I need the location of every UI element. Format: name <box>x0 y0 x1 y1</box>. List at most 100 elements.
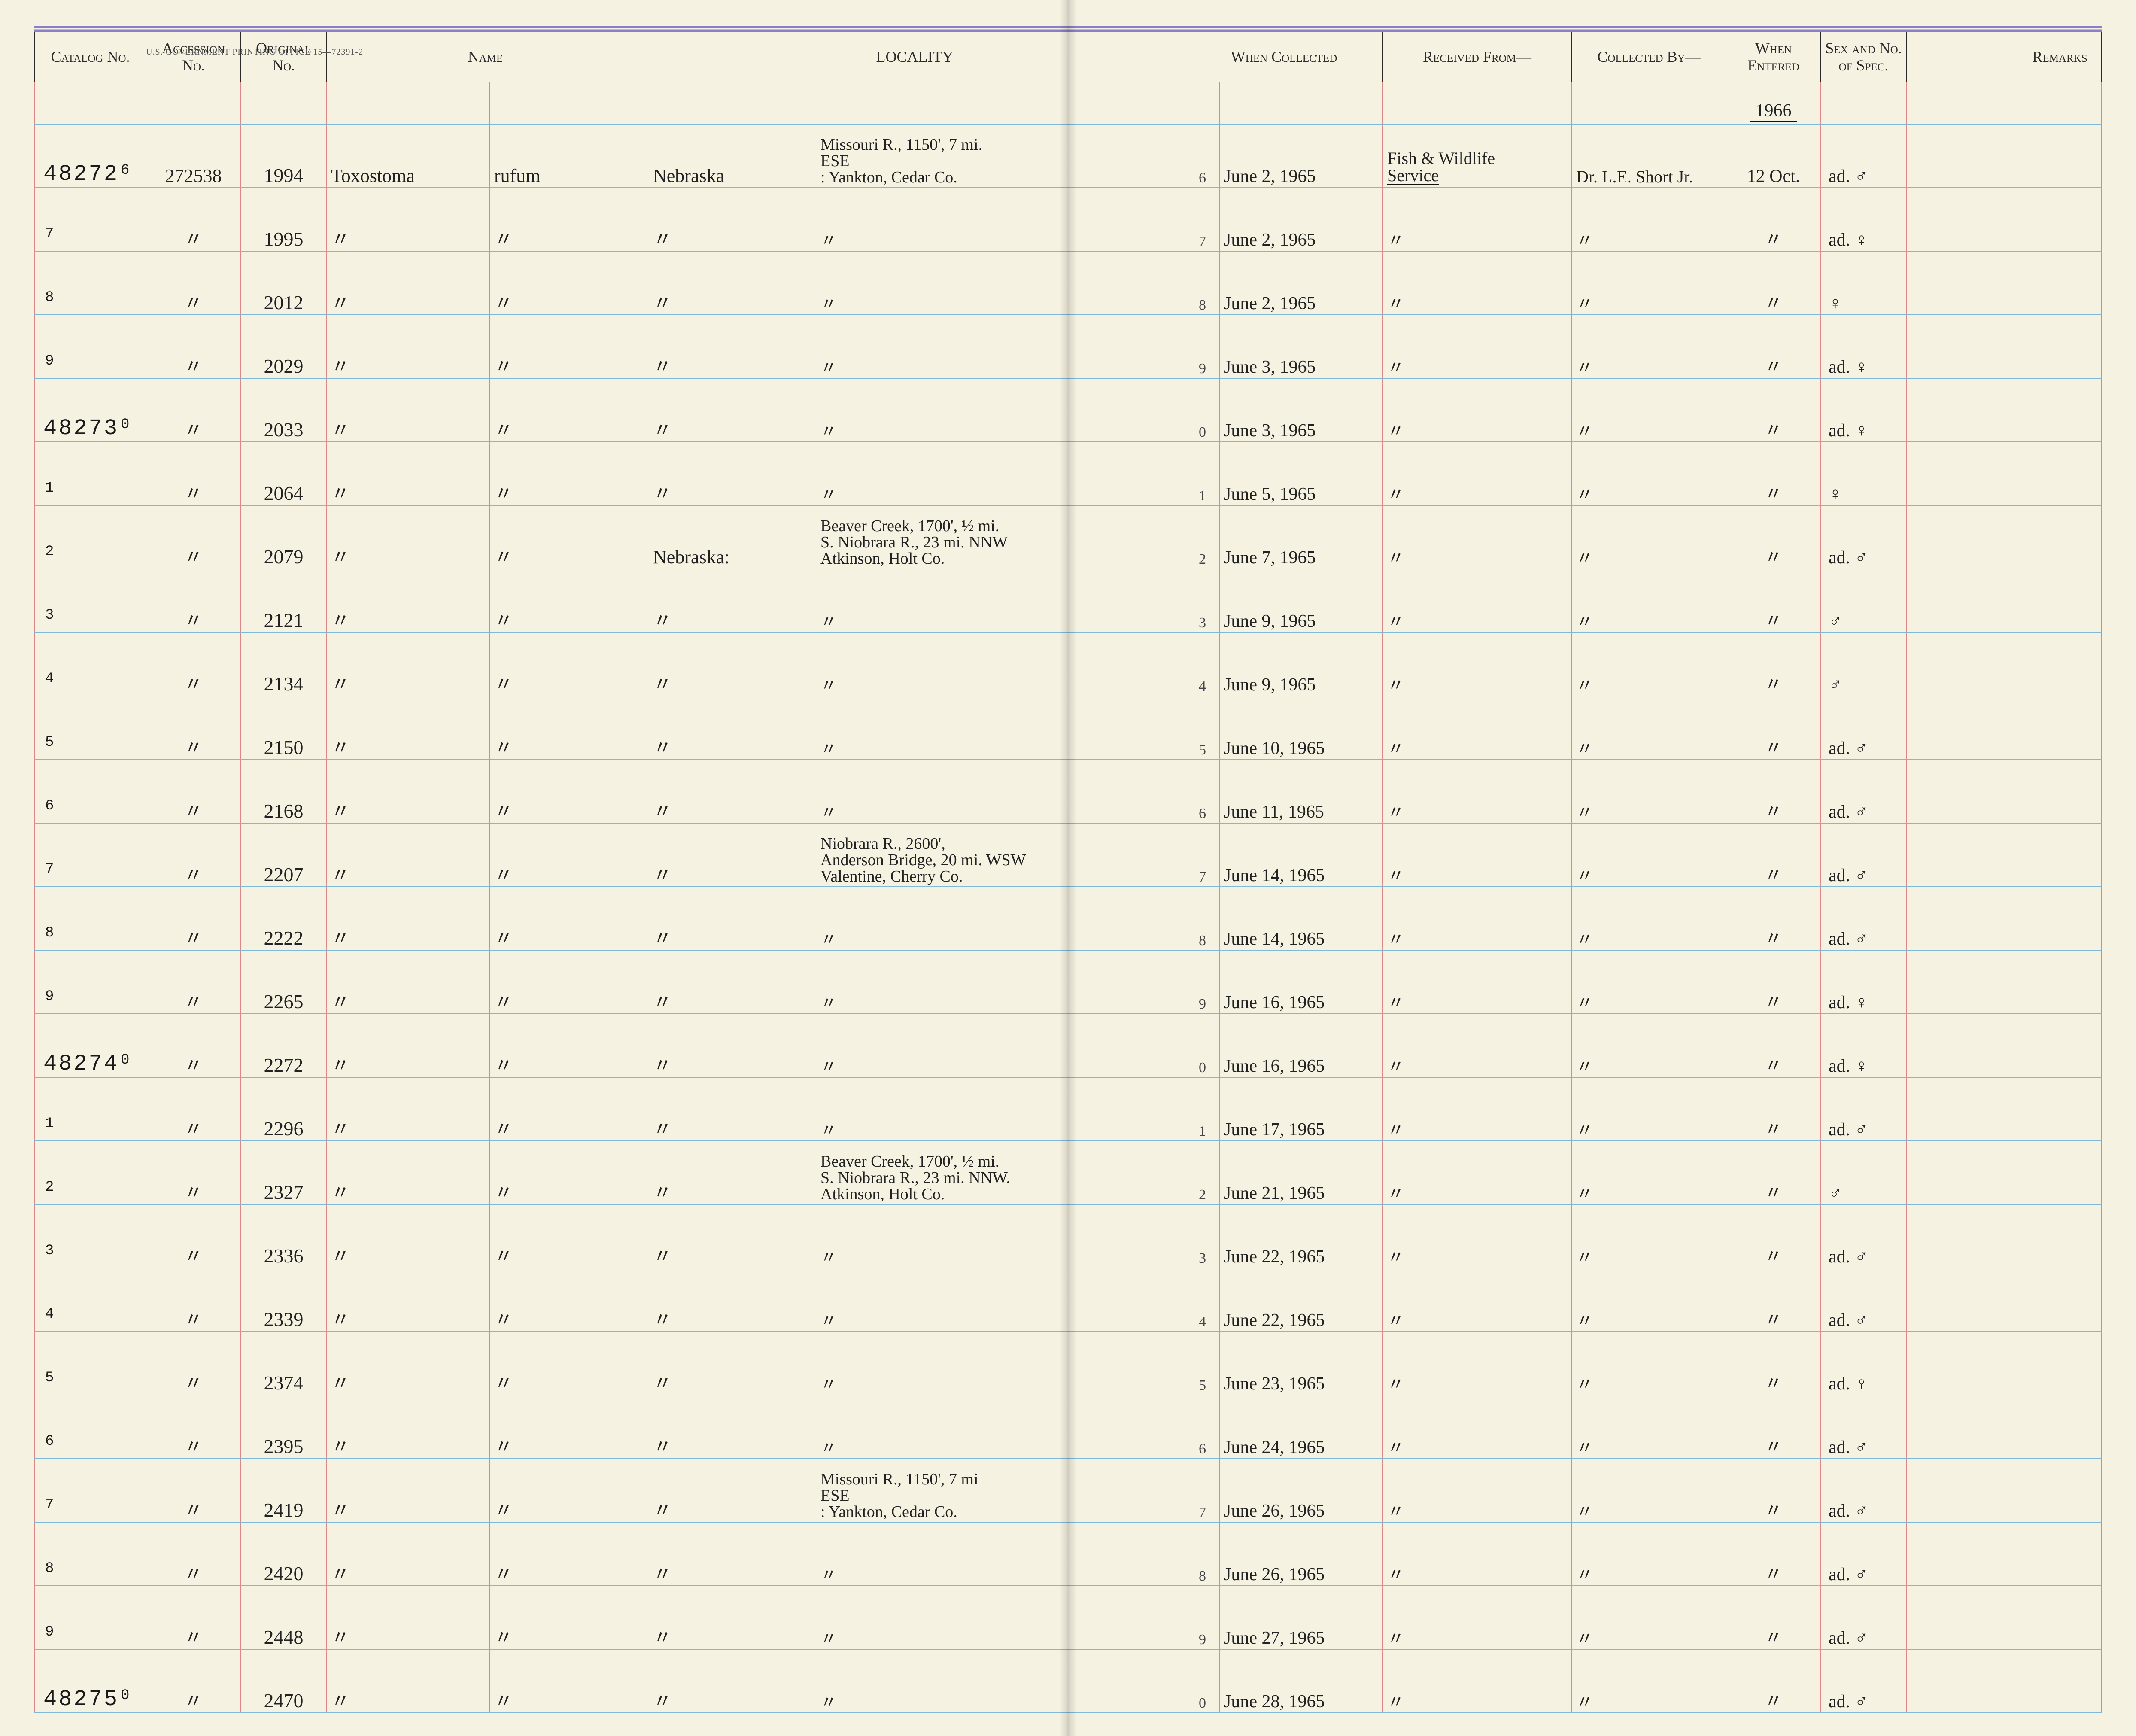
cell-blank <box>1907 1649 2018 1713</box>
catalog-suffix: 9 <box>45 1624 55 1640</box>
cell-name-species: 〃 <box>490 1459 644 1522</box>
cell-sex: ♀ <box>1821 251 1907 315</box>
cell-name-species: 〃 <box>490 315 644 378</box>
cell-blank <box>1907 823 2018 887</box>
catalog-suffix: 8 <box>45 925 55 941</box>
table-row: 7〃2419〃〃〃Missouri R., 1150', 7 mi ESE : … <box>35 1459 2102 1522</box>
cell-original: 2296 <box>241 1077 327 1141</box>
cell-when-collected: June 9, 1965 <box>1220 569 1383 632</box>
cell-original: 2207 <box>241 823 327 887</box>
cell-accession: 〃 <box>146 632 241 696</box>
header-sex: Sex and No. of Spec. <box>1821 32 1907 82</box>
cell-catalog: 2 <box>35 505 146 569</box>
cell-entered: 〃 <box>1726 505 1821 569</box>
received-underline: Service <box>1387 167 1439 185</box>
cell-locality-state: 〃 <box>644 1332 816 1395</box>
cell-name-genus: 〃 <box>327 251 490 315</box>
cell-original: 2272 <box>241 1014 327 1077</box>
cell-locality-detail: 〃 <box>816 1077 1185 1141</box>
cell-locality-state: 〃 <box>644 632 816 696</box>
cell-catalog: 6 <box>35 760 146 823</box>
cell-catalog: 5 <box>35 1332 146 1395</box>
cell-remarks <box>2018 887 2102 950</box>
cell-remarks <box>2018 1459 2102 1522</box>
cell-blank <box>1907 442 2018 505</box>
cell-accession: 〃 <box>146 823 241 887</box>
cell-locality-state: 〃 <box>644 1459 816 1522</box>
cell-name-species: 〃 <box>490 1268 644 1332</box>
cell-collected: 〃 <box>1572 1586 1726 1649</box>
cell-name-species: 〃 <box>490 505 644 569</box>
cell-sex: ad. ♀ <box>1821 1014 1907 1077</box>
cell-blank <box>1907 1204 2018 1268</box>
cell-blank <box>1907 251 2018 315</box>
cell-name-genus: 〃 <box>327 696 490 760</box>
cell-collected: 〃 <box>1572 632 1726 696</box>
cell-received: 〃 <box>1383 1332 1572 1395</box>
header-remarks: Remarks <box>2018 32 2102 82</box>
cell-collected: 〃 <box>1572 1522 1726 1586</box>
cell-entered: 〃 <box>1726 1077 1821 1141</box>
cell-remarks <box>2018 188 2102 251</box>
cell-locality-state: 〃 <box>644 1522 816 1586</box>
cell-catalog: 3 <box>35 569 146 632</box>
cell-when-collected: June 11, 1965 <box>1220 760 1383 823</box>
cell-accession: 〃 <box>146 1014 241 1077</box>
catalog-suffix: 2 <box>45 544 55 560</box>
cell-when-suffix: 5 <box>1185 1332 1220 1395</box>
cell-original: 2064 <box>241 442 327 505</box>
cell-original: 2419 <box>241 1459 327 1522</box>
cell-catalog: 6 <box>35 1395 146 1459</box>
cell-received: 〃 <box>1383 442 1572 505</box>
cell-sex: ad. ♀ <box>1821 188 1907 251</box>
catalog-suffix: 9 <box>45 353 55 369</box>
header-received: Received From— <box>1383 32 1572 82</box>
cell-blank <box>1907 950 2018 1014</box>
cell-sex: ad. ♂ <box>1821 1649 1907 1713</box>
cell-locality-state: 〃 <box>644 1268 816 1332</box>
cell-accession: 〃 <box>146 760 241 823</box>
cell-blank <box>1907 696 2018 760</box>
cell-locality-state: 〃 <box>644 315 816 378</box>
cell-collected: 〃 <box>1572 1077 1726 1141</box>
catalog-suffix: 0 <box>121 1052 131 1068</box>
table-row: 4〃2134〃〃〃〃4June 9, 1965〃〃〃♂ <box>35 632 2102 696</box>
cell-locality-state: 〃 <box>644 378 816 442</box>
cell-blank <box>1907 1077 2018 1141</box>
cell-when-collected: June 7, 1965 <box>1220 505 1383 569</box>
cell-name-genus: 〃 <box>327 1459 490 1522</box>
cell-when-collected: June 2, 1965 <box>1220 251 1383 315</box>
cell-entered: 〃 <box>1726 950 1821 1014</box>
cell-entered: 〃 <box>1726 1459 1821 1522</box>
cell-entered: 〃 <box>1726 696 1821 760</box>
cell-remarks <box>2018 1522 2102 1586</box>
catalog-suffix: 1 <box>45 480 55 496</box>
cell-locality-state: 〃 <box>644 251 816 315</box>
cell-catalog: 8 <box>35 251 146 315</box>
cell-blank <box>1907 1014 2018 1077</box>
cell-sex: ad. ♂ <box>1821 760 1907 823</box>
cell-original: 2029 <box>241 315 327 378</box>
cell-when-collected: June 3, 1965 <box>1220 378 1383 442</box>
cell-remarks <box>2018 442 2102 505</box>
catalog-suffix: 6 <box>45 1433 55 1450</box>
cell-sex: ♂ <box>1821 632 1907 696</box>
cell-original: 2033 <box>241 378 327 442</box>
cell-accession: 〃 <box>146 1204 241 1268</box>
cell-collected: 〃 <box>1572 188 1726 251</box>
cell-locality-detail: 〃 <box>816 378 1185 442</box>
cell-accession: 〃 <box>146 505 241 569</box>
table-row: 6〃2395〃〃〃〃6June 24, 1965〃〃〃ad. ♂ <box>35 1395 2102 1459</box>
cell-when-collected: June 17, 1965 <box>1220 1077 1383 1141</box>
cell-catalog: 4 <box>35 632 146 696</box>
cell-received: 〃 <box>1383 823 1572 887</box>
cell-when-suffix: 6 <box>1185 124 1220 188</box>
cell-entered: 〃 <box>1726 887 1821 950</box>
cell-when-collected: June 16, 1965 <box>1220 950 1383 1014</box>
cell-when-collected: June 16, 1965 <box>1220 1014 1383 1077</box>
cell-entered: 〃 <box>1726 632 1821 696</box>
cell-sex: ♂ <box>1821 1141 1907 1204</box>
cell-sex: ad. ♂ <box>1821 1077 1907 1141</box>
cell-remarks <box>2018 1332 2102 1395</box>
cell-blank <box>1907 1395 2018 1459</box>
